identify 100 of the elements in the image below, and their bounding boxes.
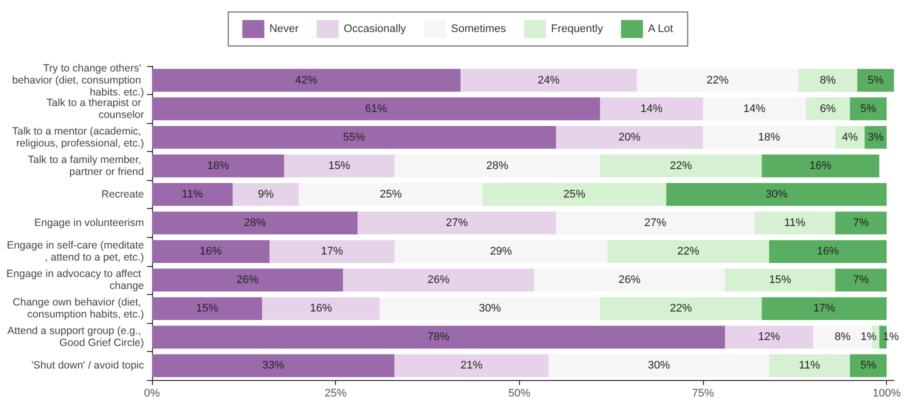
bar (725, 326, 814, 349)
x-tick-label: 25% (324, 388, 347, 400)
data-label: 28% (486, 160, 509, 172)
data-label: 14% (743, 102, 766, 115)
data-label: 15% (769, 274, 792, 286)
data-label: 5% (868, 74, 884, 86)
data-label: 11% (182, 188, 204, 200)
bar (262, 297, 380, 320)
bar (762, 297, 887, 320)
data-label: 55% (343, 131, 366, 144)
data-label: 8% (834, 331, 851, 344)
y-tick-label: Attend a support group (e.g., Good Grief Circle) (7, 325, 144, 350)
data-label: 27% (446, 217, 468, 229)
data-label: 24% (538, 74, 560, 86)
data-label: 22% (670, 302, 692, 315)
x-tick-label: 100% (872, 388, 901, 400)
y-tick-label: Engage in advocacy to affect change (6, 268, 144, 292)
bar (548, 354, 770, 378)
bar (725, 268, 836, 292)
legend-label: Sometimes (451, 23, 507, 35)
bar (754, 212, 836, 234)
data-label: 16% (310, 302, 332, 315)
bar (857, 68, 894, 92)
bar (394, 240, 608, 263)
bar (343, 268, 534, 292)
data-label: 1% (860, 331, 877, 344)
bar (358, 212, 556, 234)
bar (600, 154, 762, 178)
bar (835, 268, 887, 292)
data-label: 26% (428, 274, 450, 286)
data-label: 22% (706, 74, 729, 86)
legend-label: Frequently (551, 23, 604, 35)
bar (600, 297, 762, 320)
bar (769, 354, 850, 378)
y-tick-label: Change own behavior (diet, consumption habits, etc.) (12, 296, 144, 321)
bar (380, 297, 600, 320)
x-tick-label: 75% (692, 388, 714, 400)
data-label: 25% (380, 188, 402, 200)
bar (152, 97, 600, 120)
y-tick-label: Talk to a mentor (academic, religious, professional, etc.) (12, 125, 144, 150)
y-tick-label: Talk to a family member, partner or friend (28, 154, 144, 178)
data-label: 12% (758, 331, 780, 344)
bar (762, 154, 880, 178)
bar (702, 126, 836, 149)
bar (600, 97, 703, 120)
data-label: 22% (670, 160, 692, 172)
bar (850, 97, 887, 120)
bar (835, 126, 865, 149)
data-label: 17% (320, 246, 344, 258)
y-tick-label: Try to change others' behavior (diet, consumption habits. etc.) (12, 62, 144, 98)
bar (152, 183, 233, 206)
data-label: 16% (200, 246, 222, 258)
legend-label: Occasionally (344, 23, 407, 35)
data-label: 15% (328, 160, 351, 172)
data-label: 30% (478, 302, 502, 315)
data-label: 30% (765, 188, 788, 200)
y-tick-label: Engage in self-care (meditate, attend to a pet, etc.) (6, 240, 144, 264)
bar (460, 68, 637, 92)
bar (607, 240, 770, 263)
data-label: 22% (677, 246, 700, 258)
bar (556, 126, 703, 149)
bar (152, 126, 556, 149)
data-label: 11% (784, 217, 806, 229)
bar (152, 268, 344, 292)
data-label: 27% (644, 217, 666, 229)
bar (850, 354, 887, 378)
data-label: 42% (295, 74, 318, 86)
bar (270, 240, 394, 263)
y-tick-label: Talk to a therapist or counselor (46, 96, 144, 121)
bar (152, 68, 461, 92)
data-label: 21% (460, 360, 483, 372)
bar (152, 212, 358, 234)
y-tick-label: Engage in volunteerism (34, 217, 144, 229)
bar (556, 212, 754, 234)
bar (152, 326, 726, 349)
bar (152, 297, 262, 320)
x-tick-label: 0% (144, 388, 160, 400)
data-label: 7% (852, 217, 870, 229)
bar (284, 154, 394, 178)
bar (666, 183, 887, 206)
bar (806, 97, 850, 120)
data-label: 15% (196, 302, 218, 315)
data-label: 3% (868, 131, 884, 144)
data-label: 4% (842, 131, 858, 144)
bar (394, 154, 600, 178)
bar (702, 97, 806, 120)
data-label: 26% (236, 274, 259, 286)
data-label: 16% (810, 160, 832, 172)
bar (534, 268, 726, 292)
legend-label: Never (269, 23, 299, 35)
data-label: 6% (820, 102, 836, 115)
data-label: 8% (820, 74, 836, 86)
bar (798, 68, 858, 92)
data-label: 14% (640, 102, 663, 115)
data-label: 9% (258, 188, 274, 200)
x-tick-label: 50% (508, 388, 531, 400)
bar (152, 240, 270, 263)
bar (482, 183, 666, 206)
bar (636, 68, 798, 92)
bar (394, 354, 549, 378)
